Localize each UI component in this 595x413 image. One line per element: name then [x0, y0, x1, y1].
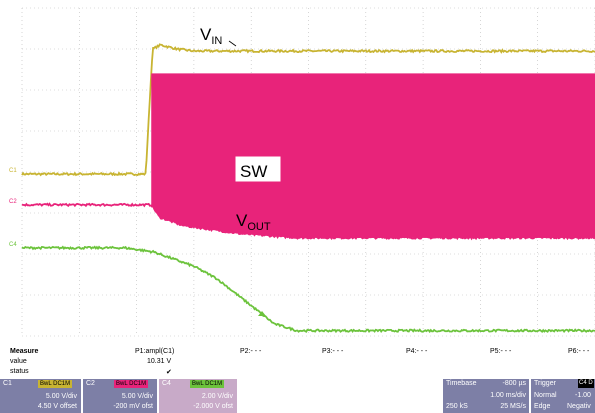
sw-switching-envelope	[151, 73, 595, 238]
timebase-scale: 1.00 ms/div	[490, 392, 526, 399]
channel-c2-name: C2	[86, 380, 95, 387]
trigger-level: -1.00	[575, 392, 591, 399]
scope-display: C1 C2 C4 VIN SW VOUT	[9, 7, 595, 337]
channel-marker-c2: C2	[9, 199, 17, 205]
measure-p2[interactable]: P2:- - -	[240, 348, 262, 355]
channel-c1-name: C1	[3, 380, 12, 387]
channel-c4-name: C4	[162, 380, 171, 387]
trigger-marker	[258, 311, 266, 316]
channel-c1-box[interactable]: C1 BwL DC1M 5.00 V/div 4.50 V offset	[0, 379, 81, 413]
channel-marker-c4: C4	[9, 242, 17, 248]
channel-c4-box[interactable]: C4 BwL DC1M 2.00 V/div -2.000 V ofst	[159, 379, 237, 413]
measure-p6[interactable]: P6:- - -	[568, 348, 590, 355]
channel-c2-offset: -200 mV ofst	[113, 403, 153, 410]
measure-row-value: value	[10, 358, 27, 365]
vin-leader-line	[228, 40, 237, 47]
channel-c2-box[interactable]: C2 BwL DC1M 5.00 V/div -200 mV ofst	[83, 379, 157, 413]
trigger-type: Edge	[534, 403, 551, 410]
trigger-source: C4 D	[578, 379, 594, 388]
measure-p3[interactable]: P3:- - -	[322, 348, 344, 355]
timebase-rate: 25 MS/s	[500, 403, 526, 410]
channel-c4-scale: 2.00 V/div	[201, 393, 233, 400]
measure-title: Measure	[10, 348, 39, 355]
measure-p1-status-icon: ✔	[166, 369, 172, 376]
vout-annotation: VOUT	[236, 211, 271, 233]
channel-bar: C1 BwL DC1M 5.00 V/div 4.50 V offset C2 …	[0, 379, 595, 413]
vin-annotation: VIN	[200, 25, 222, 47]
trigger-panel[interactable]: Trigger C4 D Normal -1.00 Edge Negativ	[531, 379, 595, 413]
channel-c1-offset: 4.50 V offset	[37, 403, 77, 410]
measure-p1-name[interactable]: P1:ampl(C1)	[135, 348, 175, 355]
channel-c2-scale: 5.00 V/div	[121, 393, 153, 400]
timebase-panel[interactable]: Timebase -800 µs 1.00 ms/div 250 kS 25 M…	[443, 379, 529, 413]
sw-label-box	[235, 156, 281, 182]
channel-markers: C1 C2 C4	[9, 168, 17, 248]
measure-row-status: status	[10, 368, 29, 375]
channel-marker-c1: C1	[9, 168, 17, 174]
traces	[21, 43, 595, 334]
sw-annotation: SW	[240, 162, 267, 181]
trigger-label: Trigger	[534, 380, 556, 387]
timebase-label: Timebase	[446, 380, 477, 387]
measure-panel: Measure value status P1:ampl(C1) 10.31 V…	[0, 344, 595, 378]
trigger-mode: Normal	[534, 392, 557, 399]
sw-trace	[21, 202, 595, 241]
vin-trace	[21, 43, 595, 177]
channel-c1-badge: BwL DC1M	[38, 380, 73, 388]
vout-trace	[21, 245, 595, 334]
timebase-delay: -800 µs	[502, 380, 527, 387]
measure-p1-value: 10.31 V	[147, 358, 172, 365]
measure-p4[interactable]: P4:- - -	[406, 348, 428, 355]
channel-c4-offset: -2.000 V ofst	[193, 403, 233, 410]
channel-c2-badge: BwL DC1M	[114, 380, 149, 388]
measure-p5[interactable]: P5:- - -	[490, 348, 512, 355]
channel-c4-badge: BwL DC1M	[190, 380, 225, 388]
channel-c1-scale: 5.00 V/div	[45, 393, 77, 400]
trigger-slope: Negativ	[567, 403, 591, 410]
timebase-samples: 250 kS	[446, 403, 468, 410]
